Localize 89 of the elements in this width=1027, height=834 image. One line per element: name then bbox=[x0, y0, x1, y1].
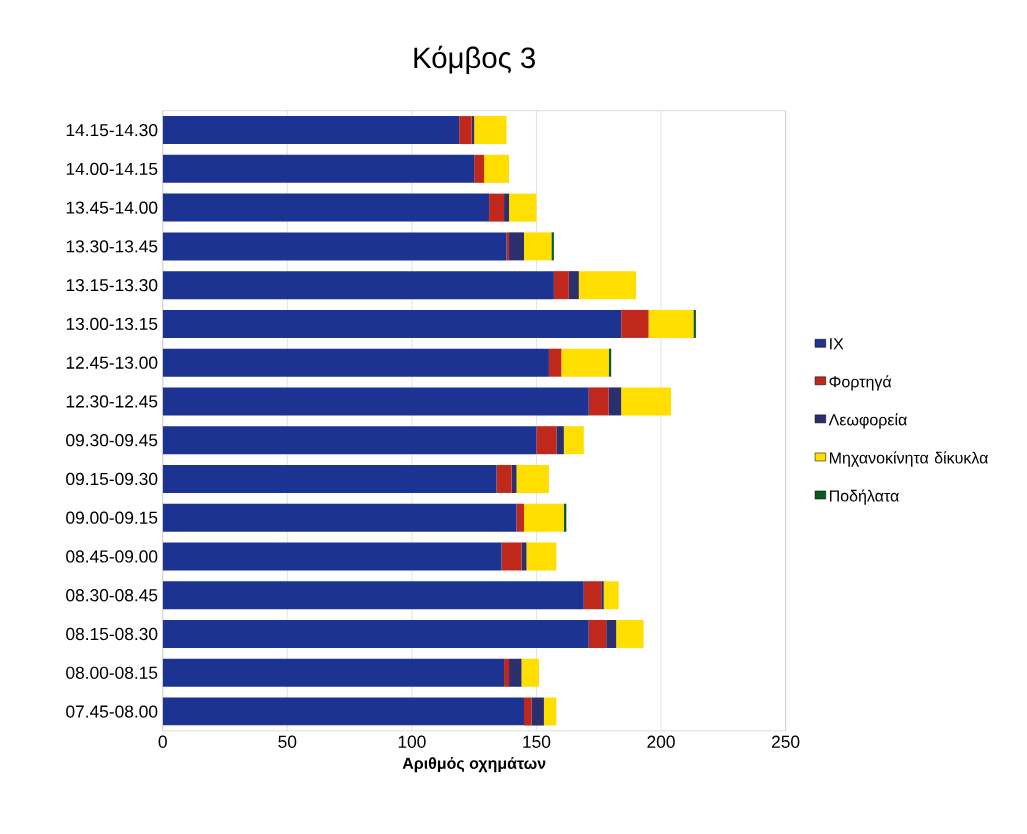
bar bbox=[553, 271, 569, 300]
bar bbox=[556, 426, 564, 455]
bar bbox=[621, 387, 671, 416]
x-tick-label: 200 bbox=[647, 735, 675, 749]
bar bbox=[474, 155, 485, 184]
legend-label: Λεωφορεία bbox=[828, 413, 907, 429]
y-tick-label: 13.45-14.00 bbox=[66, 201, 158, 214]
bar bbox=[561, 348, 609, 377]
bar bbox=[578, 271, 637, 300]
x-axis-title: Αριθμός οχημάτων bbox=[402, 757, 546, 773]
bar bbox=[162, 697, 524, 726]
bar bbox=[162, 426, 537, 455]
bar bbox=[551, 232, 554, 261]
y-tick-label: 08.15-08.30 bbox=[66, 628, 158, 641]
bar bbox=[616, 620, 644, 649]
y-tick-label: 13.15-13.30 bbox=[66, 279, 158, 292]
bar bbox=[516, 503, 524, 532]
bar bbox=[511, 465, 517, 494]
bar bbox=[162, 465, 497, 494]
y-tick-label: 14.00-14.15 bbox=[66, 162, 158, 176]
bar bbox=[489, 193, 505, 222]
y-tick-label: 09.00-09.15 bbox=[66, 511, 158, 525]
x-tick-label: 150 bbox=[523, 735, 551, 749]
bar bbox=[536, 426, 557, 455]
y-tick-label: 08.30-08.45 bbox=[66, 589, 158, 602]
bar bbox=[162, 232, 507, 261]
bar bbox=[543, 697, 557, 726]
bar bbox=[601, 581, 604, 610]
y-tick-label: 08.45-09.00 bbox=[66, 550, 158, 563]
bar bbox=[521, 542, 527, 571]
y-tick-label: 13.00-13.15 bbox=[66, 317, 158, 331]
bar bbox=[603, 581, 619, 610]
y-tick-label: 12.30-12.45 bbox=[66, 395, 158, 408]
bar bbox=[526, 542, 557, 571]
bar bbox=[563, 426, 584, 455]
legend-label: Ποδήλατα bbox=[829, 489, 899, 505]
bar bbox=[459, 116, 472, 145]
x-tick-label: 0 bbox=[158, 735, 167, 749]
y-tick-label: 09.30-09.45 bbox=[66, 434, 158, 447]
bar bbox=[523, 503, 564, 532]
bar bbox=[548, 348, 562, 377]
legend-label: Μηχανοκίνητα δίκυκλα bbox=[829, 451, 988, 467]
x-tick-label: 50 bbox=[278, 735, 297, 749]
y-tick-label: 13.30-13.45 bbox=[66, 240, 158, 253]
bar bbox=[162, 310, 622, 339]
bar bbox=[162, 581, 584, 610]
bar bbox=[568, 271, 579, 300]
legend-label: Φορτηγά bbox=[829, 375, 892, 391]
bar bbox=[504, 193, 510, 222]
bar bbox=[504, 658, 510, 687]
bar bbox=[484, 155, 510, 184]
bar bbox=[162, 348, 549, 377]
bar bbox=[621, 310, 649, 339]
bar bbox=[588, 387, 609, 416]
x-tick-label: 250 bbox=[772, 735, 800, 749]
bar bbox=[162, 193, 490, 222]
bar bbox=[531, 697, 544, 726]
bar bbox=[608, 387, 622, 416]
legend-label: ΙΧ bbox=[830, 338, 844, 350]
bar bbox=[162, 155, 475, 184]
bar bbox=[509, 193, 537, 222]
bar bbox=[474, 116, 507, 145]
chart-title: Κόμβος 3 bbox=[414, 45, 535, 75]
y-tick-label: 14.15-14.30 bbox=[66, 124, 158, 137]
bar bbox=[162, 387, 589, 416]
y-tick-label: 09.15-09.30 bbox=[66, 473, 158, 486]
bar bbox=[162, 620, 589, 649]
y-tick-label: 12.45-13.00 bbox=[66, 356, 158, 369]
bar bbox=[521, 658, 539, 687]
bar bbox=[606, 620, 617, 649]
y-tick-label: 08.00-08.15 bbox=[66, 666, 158, 680]
bar bbox=[583, 581, 602, 610]
bar bbox=[588, 620, 607, 649]
bar bbox=[693, 310, 696, 339]
bar bbox=[523, 232, 552, 261]
bar bbox=[523, 697, 532, 726]
bar bbox=[162, 658, 505, 687]
bar bbox=[648, 310, 694, 339]
bar bbox=[162, 503, 517, 532]
bar bbox=[496, 465, 512, 494]
y-tick-label: 07.45-08.00 bbox=[66, 705, 158, 718]
bar bbox=[509, 658, 522, 687]
x-tick-label: 100 bbox=[398, 735, 426, 749]
bar bbox=[516, 465, 549, 494]
bar bbox=[509, 232, 524, 261]
bar bbox=[501, 542, 522, 571]
bar bbox=[162, 116, 460, 145]
bar bbox=[162, 542, 502, 571]
bar bbox=[162, 271, 554, 300]
